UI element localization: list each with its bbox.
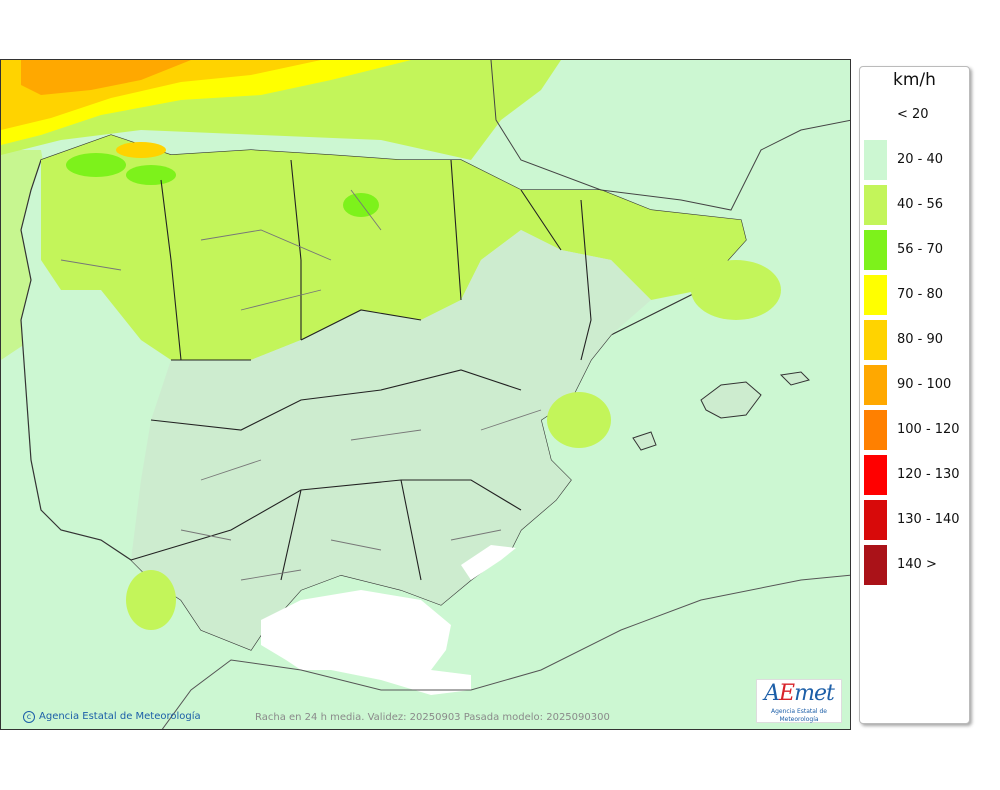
legend-item: 140 >	[864, 545, 968, 585]
blob-40-56-catalonia	[691, 260, 781, 320]
legend-swatch	[864, 320, 887, 360]
africa-coast	[161, 574, 850, 729]
validity-text: Racha en 24 h media. Validez: 20250903 P…	[255, 712, 610, 723]
legend-item: 100 - 120	[864, 410, 968, 450]
legend-item: 20 - 40	[864, 140, 968, 180]
legend-label: 100 - 120	[897, 422, 960, 437]
mallorca	[700, 381, 762, 419]
legend-swatch	[864, 185, 887, 225]
community-borders	[130, 159, 592, 581]
legend-item: 70 - 80	[864, 275, 968, 315]
legend-swatch	[864, 455, 887, 495]
credit-text: c Agencia Estatal de Meteorología	[23, 711, 201, 723]
spot-56-70-b	[126, 165, 176, 185]
legend-swatch	[864, 95, 887, 135]
map-canvas	[1, 60, 850, 729]
legend-unit: km/h	[893, 70, 936, 90]
legend-swatch	[864, 230, 887, 270]
province-borders	[60, 189, 542, 581]
legend-label: 80 - 90	[897, 332, 944, 347]
menorca	[779, 371, 810, 386]
legend-item: 80 - 90	[864, 320, 968, 360]
legend-item: 120 - 130	[864, 455, 968, 495]
credit-label: Agencia Estatal de Meteorología	[39, 711, 201, 722]
legend-swatch	[864, 500, 887, 540]
interior-20-40	[131, 230, 651, 650]
aemet-logo: AEmet Agencia Estatal de Meteorología	[756, 679, 842, 723]
legend-panel: km/h < 20 20 - 40 40 - 56 56 - 70 70 - 80 80 …	[859, 66, 970, 724]
legend-label: 120 - 130	[897, 467, 960, 482]
blob-40-56-valencia	[547, 392, 611, 448]
blob-40-56-cadiz	[126, 570, 176, 630]
spot-56-70-a	[66, 153, 126, 177]
north-band-orange	[21, 60, 191, 95]
legend-swatch	[864, 365, 887, 405]
legend-item: 56 - 70	[864, 230, 968, 270]
legend-item: 90 - 100	[864, 365, 968, 405]
legend-label: 130 - 140	[897, 512, 960, 527]
legend-label: 20 - 40	[897, 152, 944, 167]
legend-label: 140 >	[897, 557, 937, 572]
legend-item: < 20	[864, 95, 968, 135]
legend-item: 130 - 140	[864, 500, 968, 540]
france-coast	[490, 60, 850, 211]
legend-item: 40 - 56	[864, 185, 968, 225]
legend-swatch	[864, 545, 887, 585]
white-lt20-murcia	[461, 545, 516, 580]
legend-swatch	[864, 410, 887, 450]
copyright-icon: c	[23, 711, 35, 723]
legend-label: 70 - 80	[897, 287, 944, 302]
legend-label: < 20	[897, 107, 929, 122]
ibiza	[632, 431, 657, 451]
legend-label: 40 - 56	[897, 197, 944, 212]
spot-56-70-c	[343, 193, 379, 217]
legend-swatch	[864, 275, 887, 315]
legend-swatch	[864, 140, 887, 180]
spot-80-90	[116, 142, 166, 158]
north-land-40-56	[41, 135, 746, 360]
legend-label: 56 - 70	[897, 242, 944, 257]
legend-label: 90 - 100	[897, 377, 952, 392]
wind-gust-map: c Agencia Estatal de Meteorología Racha e…	[0, 59, 851, 730]
white-lt20-alboran	[261, 590, 471, 695]
